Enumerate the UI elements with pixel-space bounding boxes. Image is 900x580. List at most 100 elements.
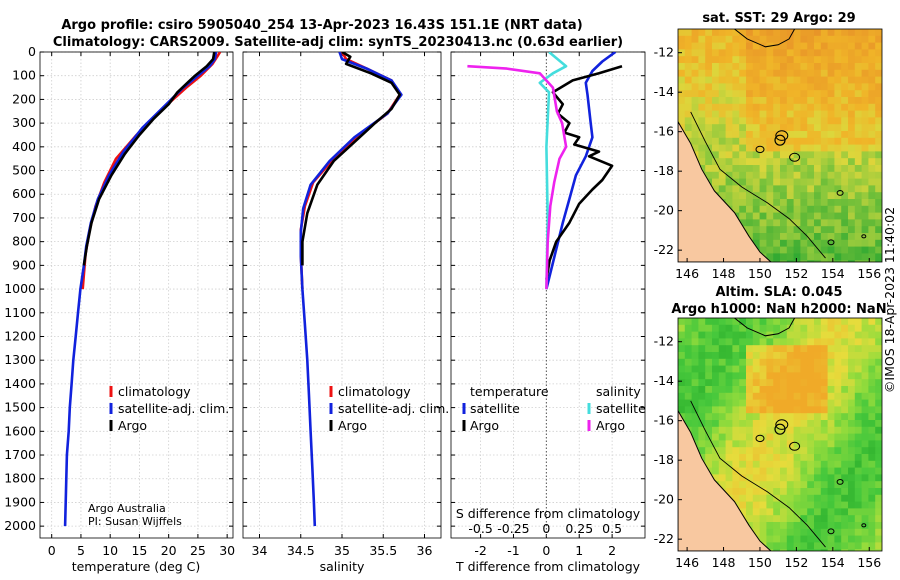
map-cell [766, 358, 774, 366]
map-cell [786, 358, 794, 366]
map-cell [780, 318, 788, 326]
map-cell [854, 508, 862, 516]
map-cell [732, 144, 740, 152]
map-cell [746, 185, 754, 193]
map-cell [786, 501, 794, 509]
map-cell [875, 212, 882, 220]
map-cell [875, 501, 882, 509]
map-cell [854, 474, 862, 482]
map-cell [732, 460, 740, 468]
map-cell [752, 124, 760, 132]
map-cell [861, 515, 869, 523]
map-cell [848, 501, 856, 509]
map-cell [807, 358, 815, 366]
map-cell [759, 372, 767, 380]
map-cell [678, 392, 686, 400]
map-cell [793, 131, 801, 139]
map-cell [773, 528, 781, 536]
map-cell [834, 467, 842, 475]
map-cell [820, 103, 828, 111]
map-cell [746, 365, 754, 373]
map-cell [691, 372, 699, 380]
map-cell [712, 56, 720, 64]
map-cell [793, 56, 801, 64]
map-cell [875, 63, 882, 71]
map-cell [759, 528, 767, 536]
map-cell [718, 158, 726, 166]
map-cell [841, 42, 849, 50]
x-tick-label: 10 [102, 543, 118, 558]
map-cell [739, 481, 747, 489]
map-cell [807, 63, 815, 71]
map-cell [800, 124, 808, 132]
map-cell [807, 454, 815, 462]
map-cell [773, 399, 781, 407]
map-cell [834, 42, 842, 50]
map-cell [712, 63, 720, 71]
map-cell [820, 124, 828, 132]
png-coastline [734, 318, 796, 337]
map-cell [854, 144, 862, 152]
map-cell [766, 392, 774, 400]
map-cell [882, 56, 889, 63]
map-cell [712, 392, 720, 400]
map-cell [793, 246, 801, 254]
legend-title-salinity: salinity [596, 384, 641, 399]
map-cell [793, 467, 801, 475]
map-cell [834, 528, 842, 536]
map-cell [752, 76, 760, 84]
map-cell [780, 426, 788, 434]
map-cell [698, 158, 706, 166]
map-cell [800, 137, 808, 145]
y-tick-label: 600 [12, 186, 36, 201]
map-cell [820, 501, 828, 509]
map-cell [732, 124, 740, 132]
map-cell [698, 110, 706, 118]
map-cell [861, 56, 869, 64]
map-cell [820, 331, 828, 339]
map-cell [780, 501, 788, 509]
map-cell [698, 137, 706, 145]
map-cell [786, 460, 794, 468]
map-cell [868, 386, 876, 394]
map-cell [875, 352, 882, 360]
map-cell [848, 358, 856, 366]
map-cell [780, 508, 788, 516]
map-cell [746, 151, 754, 159]
map-cell [780, 358, 788, 366]
map-cell [746, 56, 754, 64]
map-cell [841, 165, 849, 173]
map-cell [848, 83, 856, 91]
map-cell [786, 426, 794, 434]
map-cell [841, 151, 849, 159]
map-cell [786, 131, 794, 139]
map-cell [759, 137, 767, 145]
map-cell [732, 69, 740, 77]
map-cell [718, 151, 726, 159]
map-cell [820, 76, 828, 84]
map-cell [807, 420, 815, 428]
map-cell [773, 420, 781, 428]
map-cell [759, 103, 767, 111]
map-cell [807, 239, 815, 247]
map-cell [834, 515, 842, 523]
y-tick-label: 1800 [4, 471, 36, 486]
map-cell [780, 474, 788, 482]
y-tick-label: 300 [12, 115, 36, 130]
map-cell [773, 185, 781, 193]
map-cell [848, 406, 856, 414]
map-cell [820, 178, 828, 186]
map-cell [752, 205, 760, 213]
map-cell [868, 467, 876, 475]
map-cell [773, 358, 781, 366]
y-tick-label: 1900 [4, 494, 36, 509]
map-cell [739, 399, 747, 407]
map-cell [786, 447, 794, 455]
map-cell [875, 379, 882, 387]
map-cell [820, 420, 828, 428]
map-cell [773, 522, 781, 530]
map-x-tick-label: 150 [748, 266, 772, 281]
map-cell [725, 406, 733, 414]
map-cell [746, 69, 754, 77]
map-cell [718, 165, 726, 173]
